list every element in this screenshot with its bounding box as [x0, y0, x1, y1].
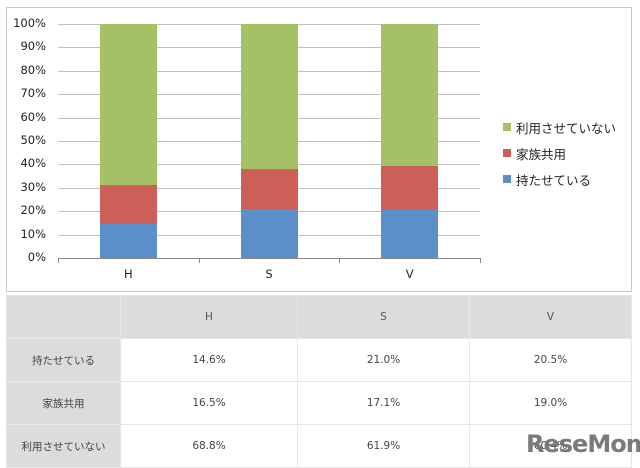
x-tick-label: H	[124, 267, 133, 281]
table-header-cell: V	[469, 295, 632, 339]
bar-segment	[381, 210, 439, 258]
table-cell: 17.1%	[297, 381, 470, 425]
row-header: 利用させていない	[6, 424, 121, 468]
plot-area	[58, 24, 480, 258]
bar-segment	[240, 24, 298, 169]
x-axis	[58, 258, 480, 259]
bar-segment	[99, 223, 157, 258]
table-cell: 68.8%	[120, 424, 298, 468]
y-tick-label: 40%	[20, 156, 46, 171]
table-row: 家族共用 16.5% 17.1% 19.0%	[6, 381, 632, 425]
legend-item-family-shared: 家族共用	[503, 140, 616, 166]
y-tick-label: 20%	[20, 203, 46, 218]
x-tick	[480, 258, 481, 263]
y-tick-label: 60%	[20, 109, 46, 124]
y-tick-label: 70%	[20, 86, 46, 101]
x-tick-label: V	[405, 267, 414, 281]
bar-segment	[240, 168, 298, 209]
table-header-row: H S V	[6, 295, 632, 339]
bar-segment	[240, 208, 298, 258]
legend-swatch-blue	[503, 175, 511, 183]
x-tick-label: S	[265, 267, 273, 281]
y-tick-label: 80%	[20, 62, 46, 77]
table-header-cell	[6, 295, 121, 339]
table-cell: 16.5%	[120, 381, 298, 425]
y-tick-label: 30%	[20, 179, 46, 194]
table-cell: 14.6%	[120, 338, 298, 382]
row-header: 家族共用	[6, 381, 121, 425]
table-row: 利用させていない 68.8% 61.9% 60.4%	[6, 424, 632, 468]
legend-swatch-green	[503, 123, 511, 131]
bar-s	[240, 24, 298, 258]
table-cell: 61.9%	[297, 424, 470, 468]
legend-label: 持たせている	[516, 172, 592, 188]
x-tick	[58, 258, 59, 263]
legend-label: 家族共用	[516, 146, 567, 162]
table-header-cell: S	[297, 295, 470, 339]
table-cell: 19.0%	[469, 381, 632, 425]
bar-segment	[99, 24, 157, 186]
data-table: H S V 持たせている 14.6% 21.0% 20.5% 家族共用 16.5…	[6, 295, 632, 468]
table-cell: 20.5%	[469, 338, 632, 382]
table-row: 持たせている 14.6% 21.0% 20.5%	[6, 338, 632, 382]
y-tick-label: 10%	[20, 226, 46, 241]
legend-label: 利用させていない	[516, 120, 617, 136]
y-tick-label: 50%	[20, 133, 46, 147]
bar-v	[381, 24, 439, 258]
legend: 利用させていない 家族共用 持たせている	[503, 114, 616, 192]
table-header-cell: H	[120, 295, 298, 339]
bar-h	[99, 24, 157, 258]
x-tick	[339, 258, 341, 263]
legend-swatch-red	[503, 149, 511, 157]
table-cell: 21.0%	[297, 338, 470, 382]
bar-segment	[381, 24, 439, 166]
x-tick	[198, 258, 200, 263]
bar-segment	[381, 165, 439, 211]
legend-item-owns: 持たせている	[503, 166, 616, 192]
bar-segment	[99, 185, 157, 224]
y-tick-label: 0%	[27, 250, 46, 264]
y-tick-label: 90%	[20, 39, 46, 54]
row-header: 持たせている	[6, 338, 121, 382]
resemom-logo: ReseMom	[526, 430, 640, 458]
y-tick-label: 100%	[13, 16, 46, 30]
legend-item-not-allowed: 利用させていない	[503, 114, 616, 140]
